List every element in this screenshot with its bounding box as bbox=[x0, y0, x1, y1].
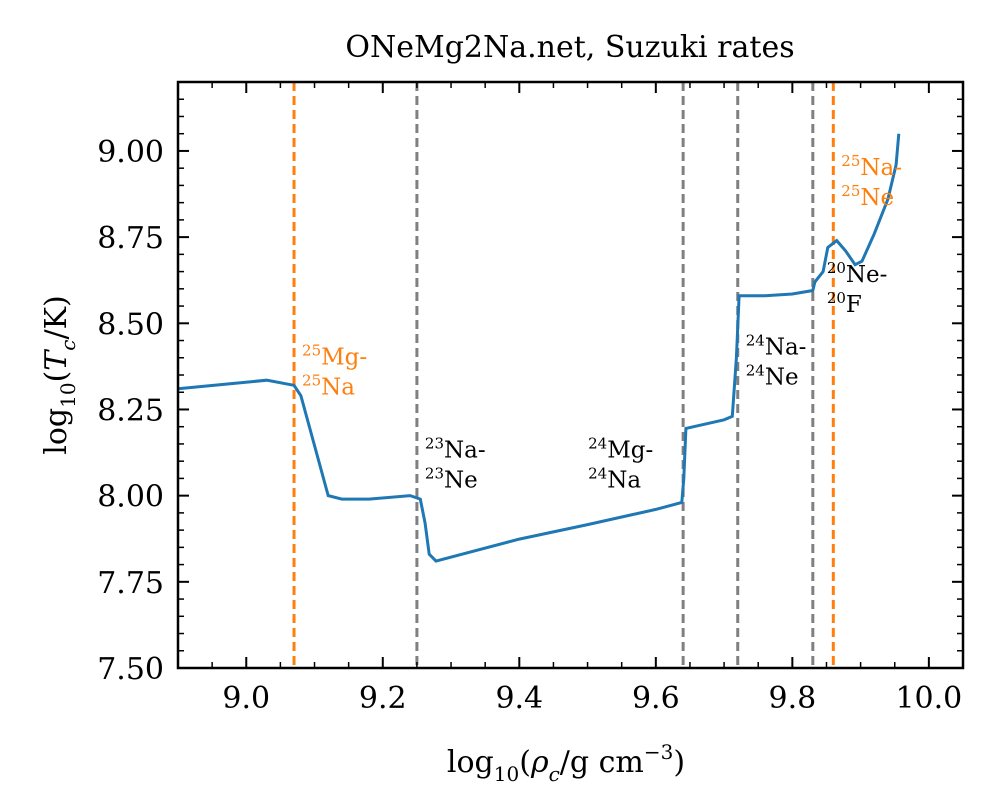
y-tick-label: 7.50 bbox=[97, 652, 164, 687]
vline-label-top-1: 23Na- bbox=[425, 435, 486, 464]
y-tick-label: 9.00 bbox=[97, 135, 164, 170]
y-tick-label: 8.25 bbox=[97, 393, 164, 428]
chart-title: ONeMg2Na.net, Suzuki rates bbox=[345, 30, 794, 65]
vline-label-top-2: 24Mg- bbox=[588, 435, 653, 464]
x-tick-label: 9.8 bbox=[768, 681, 816, 716]
y-tick-label: 8.75 bbox=[97, 221, 164, 256]
vline-label-bottom-4: 20F bbox=[827, 289, 862, 318]
y-tick-label: 8.00 bbox=[97, 480, 164, 515]
vline-label-top-0: 25Mg- bbox=[302, 342, 367, 371]
x-tick-label: 9.6 bbox=[632, 681, 680, 716]
x-axis-ticks: 9.0 9.2 9.4 9.6 9.8 10.0 bbox=[177, 82, 964, 716]
vline-label-bottom-3: 24Ne bbox=[746, 361, 799, 390]
x-tick-label: 10.0 bbox=[895, 681, 962, 716]
y-axis-label: log10(Tc/K) bbox=[39, 295, 80, 455]
series-line bbox=[177, 133, 901, 563]
x-tick-label: 9.4 bbox=[495, 681, 543, 716]
y-axis-ticks: 7.50 7.75 8.00 8.25 8.50 8.75 9.00 bbox=[97, 81, 963, 687]
vline-label-top-5: 25Na- bbox=[841, 152, 902, 181]
y-tick-label: 7.75 bbox=[97, 566, 164, 601]
vline-label-top-4: 20Ne- bbox=[827, 259, 888, 288]
x-tick-label: 9.2 bbox=[359, 681, 407, 716]
y-tick-label: 8.50 bbox=[97, 307, 164, 342]
vline-label-bottom-0: 25Na bbox=[302, 372, 355, 401]
vline-label-bottom-1: 23Ne bbox=[425, 465, 478, 494]
vertical-line-annotations: 25Mg-25Na 23Na-23Ne 24Mg-24Na 24Na-24Ne 20Ne… bbox=[302, 152, 902, 494]
x-tick-label: 9.0 bbox=[222, 681, 270, 716]
vline-label-bottom-5: 25Ne bbox=[841, 182, 894, 211]
vline-label-top-3: 24Na- bbox=[746, 331, 807, 360]
x-axis-label: log10(ρc/g cm−3) bbox=[447, 740, 685, 786]
vline-label-bottom-2: 24Na bbox=[588, 465, 641, 494]
